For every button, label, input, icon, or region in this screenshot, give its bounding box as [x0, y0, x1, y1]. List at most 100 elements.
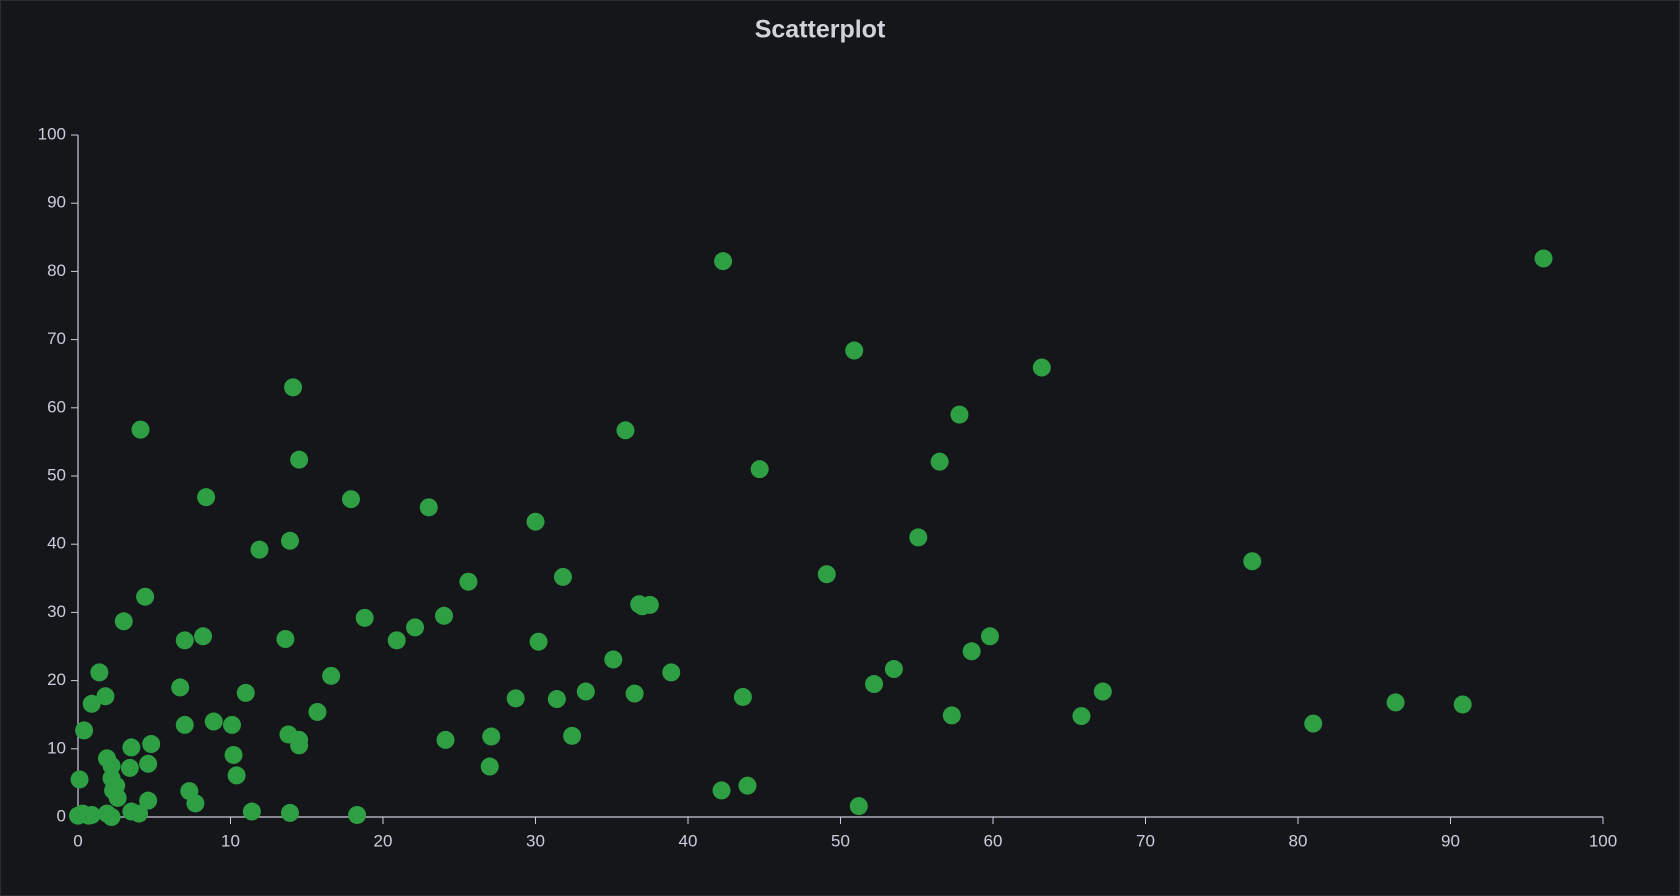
point: [186, 794, 205, 813]
y-tick-label: 0: [57, 806, 66, 825]
point: [284, 378, 303, 397]
point: [102, 808, 121, 826]
point: [1453, 695, 1472, 714]
point: [355, 608, 374, 627]
point: [194, 627, 213, 646]
point: [290, 450, 309, 469]
point: [1304, 714, 1323, 733]
point: [175, 715, 194, 734]
point: [82, 694, 101, 713]
point: [224, 745, 243, 764]
point: [70, 770, 89, 789]
point: [714, 252, 733, 271]
y-tick-label: 80: [47, 261, 66, 280]
point: [204, 712, 223, 731]
point: [576, 682, 595, 701]
point: [865, 675, 884, 694]
point: [849, 797, 868, 816]
y-tick-label: 30: [47, 602, 66, 621]
point: [131, 420, 150, 439]
point: [1093, 682, 1112, 701]
x-tick-label: 90: [1441, 831, 1460, 850]
point: [950, 405, 969, 424]
point: [884, 660, 903, 679]
point: [223, 715, 242, 734]
point: [616, 421, 635, 440]
point: [96, 687, 115, 706]
point: [308, 702, 327, 721]
point: [406, 618, 425, 637]
point: [90, 663, 109, 682]
point: [553, 567, 572, 586]
point: [82, 805, 101, 824]
point: [419, 498, 438, 517]
point: [142, 735, 161, 754]
point: [962, 642, 981, 661]
point: [506, 689, 525, 708]
point: [227, 766, 246, 785]
y-tick-label: 40: [47, 534, 66, 553]
x-tick-label: 30: [526, 831, 545, 850]
x-tick-label: 50: [831, 831, 850, 850]
chart-title: Scatterplot: [755, 16, 886, 44]
point: [250, 540, 269, 559]
point: [108, 788, 127, 807]
point: [845, 341, 864, 360]
y-tick-label: 70: [47, 329, 66, 348]
x-tick-label: 60: [984, 831, 1003, 850]
point: [482, 727, 501, 746]
point: [733, 687, 752, 706]
point: [1243, 552, 1262, 571]
y-tick-label: 90: [47, 193, 66, 212]
point: [480, 757, 499, 776]
point: [980, 627, 999, 646]
y-tick-label: 20: [47, 670, 66, 689]
point: [930, 452, 949, 471]
point: [436, 730, 455, 749]
point: [197, 488, 216, 507]
point: [242, 802, 261, 821]
x-tick-label: 70: [1136, 831, 1155, 850]
y-tick-label: 10: [47, 738, 66, 757]
point: [604, 650, 623, 669]
point: [1534, 249, 1553, 268]
point: [114, 612, 133, 631]
point: [662, 663, 681, 682]
point: [341, 490, 360, 509]
point: [633, 597, 652, 616]
point: [817, 565, 836, 584]
point: [909, 528, 928, 547]
point: [236, 683, 255, 702]
x-tick-label: 20: [374, 831, 393, 850]
point: [130, 804, 148, 823]
point: [136, 587, 155, 606]
point: [122, 738, 141, 757]
point: [529, 632, 548, 651]
point: [120, 758, 139, 777]
y-tick-label: 50: [47, 465, 66, 484]
y-tick-label: 60: [47, 397, 66, 416]
point: [942, 706, 961, 725]
point: [459, 572, 478, 591]
point: [625, 684, 644, 703]
x-tick-label: 10: [221, 831, 240, 850]
point: [175, 631, 194, 650]
x-tick-label: 100: [1589, 831, 1617, 850]
point: [1386, 693, 1405, 712]
point: [75, 721, 94, 740]
point: [171, 678, 190, 697]
point: [738, 776, 757, 795]
y-tick-label: 100: [38, 124, 66, 143]
point: [712, 781, 731, 800]
point: [280, 531, 299, 550]
point: [435, 606, 453, 625]
point: [290, 736, 309, 755]
point: [387, 631, 406, 650]
point: [139, 791, 158, 810]
point: [563, 726, 582, 745]
point: [348, 805, 367, 824]
point: [526, 512, 545, 531]
point: [1072, 707, 1091, 726]
